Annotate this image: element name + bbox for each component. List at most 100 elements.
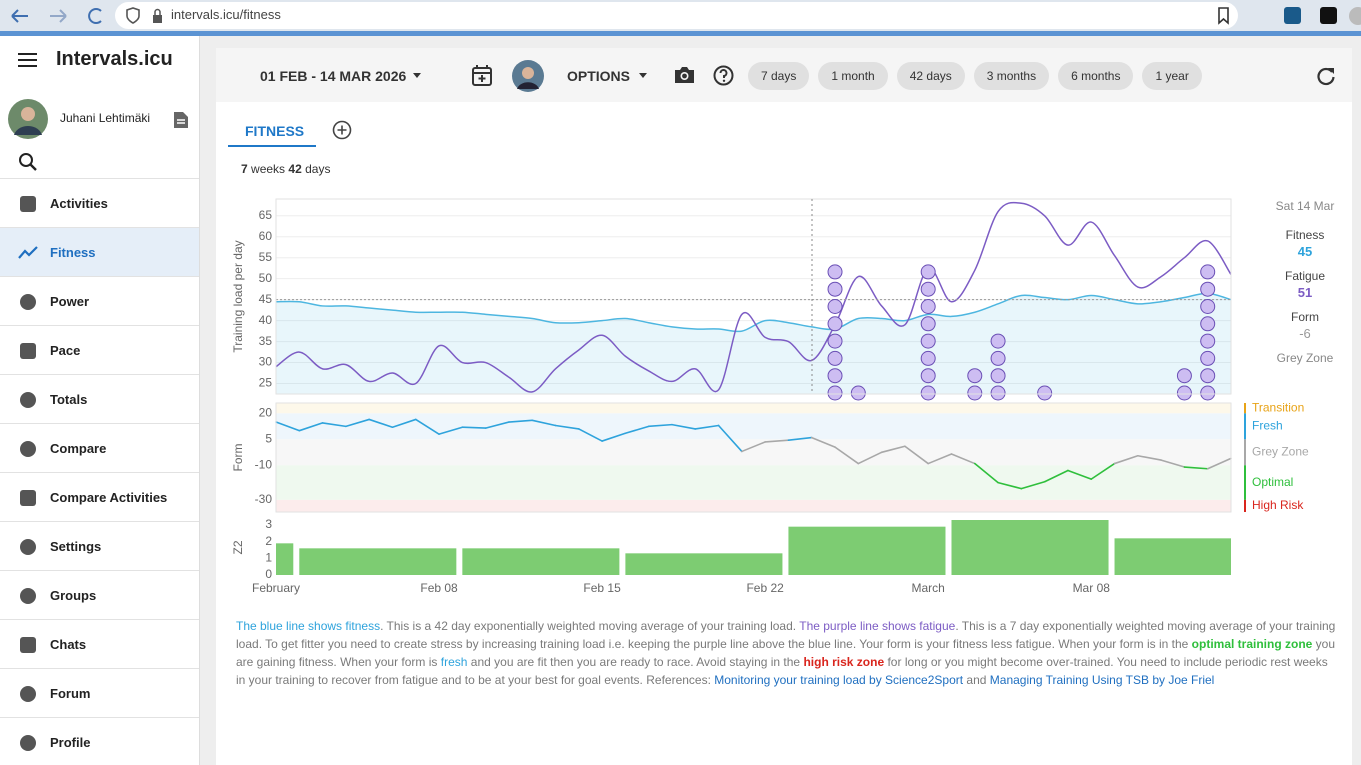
address-bar[interactable] xyxy=(115,2,1238,29)
help-icon[interactable] xyxy=(713,65,734,86)
text-optimal: optimal training zone xyxy=(1191,637,1313,651)
nav-item[interactable]: Power xyxy=(0,276,199,325)
y-axis-label: Z2 xyxy=(231,540,245,554)
form-line-segment xyxy=(904,445,929,465)
form-value: -6 xyxy=(1299,326,1311,341)
form-line-segment xyxy=(578,428,603,442)
app-title[interactable]: Intervals.icu xyxy=(56,48,173,70)
activity-dots xyxy=(967,368,983,401)
nav-item[interactable]: Pace xyxy=(0,325,199,374)
calendar-icon[interactable] xyxy=(472,65,492,86)
user-name[interactable]: Juhani Lehtimäki xyxy=(60,111,151,125)
browser-extensions[interactable] xyxy=(1216,6,1361,26)
activity-dot xyxy=(920,385,936,401)
zone-band xyxy=(276,403,1231,414)
activity-dot xyxy=(1200,316,1216,332)
nav-item[interactable]: Profile xyxy=(0,717,199,765)
activity-dot xyxy=(827,333,843,349)
activity-dot xyxy=(850,385,866,401)
form-line-segment xyxy=(671,423,697,430)
nav-icon xyxy=(20,490,36,506)
form-line-segment xyxy=(857,451,883,465)
text: you are gaining fitness. When your form … xyxy=(236,637,1336,669)
dropdown-arrow[interactable] xyxy=(638,72,648,80)
menu-button[interactable] xyxy=(18,52,38,68)
y-axis-label: Training load per day xyxy=(231,240,245,352)
form-line-segment xyxy=(298,422,324,432)
nav-item[interactable]: Forum xyxy=(0,668,199,717)
x-tick-label: Mar 08 xyxy=(1073,581,1111,595)
y-tick-label: 60 xyxy=(259,229,273,243)
nav-item[interactable]: Chats xyxy=(0,619,199,668)
activity-dot xyxy=(920,350,936,366)
plot-border xyxy=(275,198,1232,395)
options-button[interactable]: OPTIONS xyxy=(567,68,631,84)
activity-dot xyxy=(1176,385,1192,401)
range-button[interactable]: 6 months xyxy=(1058,62,1134,90)
nav-item[interactable]: Compare xyxy=(0,423,199,472)
form-line-segment xyxy=(834,446,860,465)
form-line-segment xyxy=(391,418,417,429)
camera-icon[interactable] xyxy=(674,66,695,84)
date-range[interactable]: 01 FEB - 14 MAR 2026 xyxy=(260,68,407,84)
range-buttons: 7 days 1 month 42 days 3 months 6 months 1 ye… xyxy=(748,62,1202,90)
tab[interactable]: FITNESS xyxy=(245,123,305,139)
activity-dot xyxy=(1176,368,1192,384)
form-line-segment xyxy=(508,419,534,423)
zone-band xyxy=(276,439,1231,466)
nav-item[interactable]: Fitness xyxy=(0,227,199,276)
browser-nav-buttons[interactable] xyxy=(8,5,108,27)
nav-label: Totals xyxy=(50,392,88,407)
nav-label: Groups xyxy=(50,588,97,603)
form-line-segment xyxy=(624,425,650,435)
form-line-segment xyxy=(1043,469,1069,483)
nav-item[interactable]: Totals xyxy=(0,374,199,423)
bar xyxy=(462,548,620,575)
weeks-unit: weeks xyxy=(251,162,286,176)
activity-dot xyxy=(920,368,936,384)
activity-dot xyxy=(1200,385,1216,401)
form-line-segment xyxy=(1067,469,1093,480)
form-label: Form xyxy=(1291,310,1319,324)
nav-item[interactable]: Activities xyxy=(0,178,199,227)
avatar[interactable] xyxy=(8,99,48,139)
zone-legend-label: Grey Zone xyxy=(1252,444,1309,458)
y-tick-label: 35 xyxy=(259,334,273,348)
nav-label: Chats xyxy=(50,637,87,652)
activity-dot xyxy=(920,333,936,349)
dropdown-arrow[interactable] xyxy=(412,72,422,80)
nav-label: Power xyxy=(50,294,90,309)
reference-link[interactable]: Monitoring your training load by Science… xyxy=(714,673,964,687)
form-line-segment xyxy=(531,419,557,427)
add-tab-button[interactable] xyxy=(332,120,352,140)
text: . This is a 7 day exponentially weighted… xyxy=(236,619,1336,651)
nav-item[interactable]: Compare Activities xyxy=(0,472,199,521)
nav-item[interactable]: Settings xyxy=(0,521,199,570)
athlete-avatar[interactable] xyxy=(512,60,544,92)
refresh-icon[interactable] xyxy=(1316,66,1336,86)
site-icons xyxy=(126,7,162,24)
form-line-segment xyxy=(810,436,836,448)
range-button[interactable]: 42 days xyxy=(896,62,965,90)
range-button[interactable]: 1 month xyxy=(818,62,888,90)
reference-link[interactable]: Managing Training Using TSB by Joe Friel xyxy=(989,673,1215,687)
form-line-segment xyxy=(741,441,766,453)
form-line-segment xyxy=(973,462,999,484)
form-line-segment xyxy=(484,421,510,429)
search-icon[interactable] xyxy=(18,152,38,172)
tab-underline xyxy=(228,145,316,147)
range-button[interactable]: 7 days xyxy=(748,62,810,90)
y-axis-label: Form xyxy=(231,444,245,472)
activity-dot xyxy=(1200,281,1216,297)
activity-dot xyxy=(1037,385,1053,401)
nav-icon xyxy=(20,588,36,604)
nav-item[interactable]: Groups xyxy=(0,570,199,619)
nav-icon xyxy=(18,246,38,259)
weeks-count: 7 xyxy=(241,162,248,176)
form-line-segment xyxy=(368,418,394,429)
range-button[interactable]: 3 months xyxy=(973,62,1050,90)
fitness-area xyxy=(276,293,1231,394)
activity-dot xyxy=(990,385,1006,401)
range-button[interactable]: 1 year xyxy=(1142,62,1202,90)
notes-icon[interactable] xyxy=(173,111,189,129)
